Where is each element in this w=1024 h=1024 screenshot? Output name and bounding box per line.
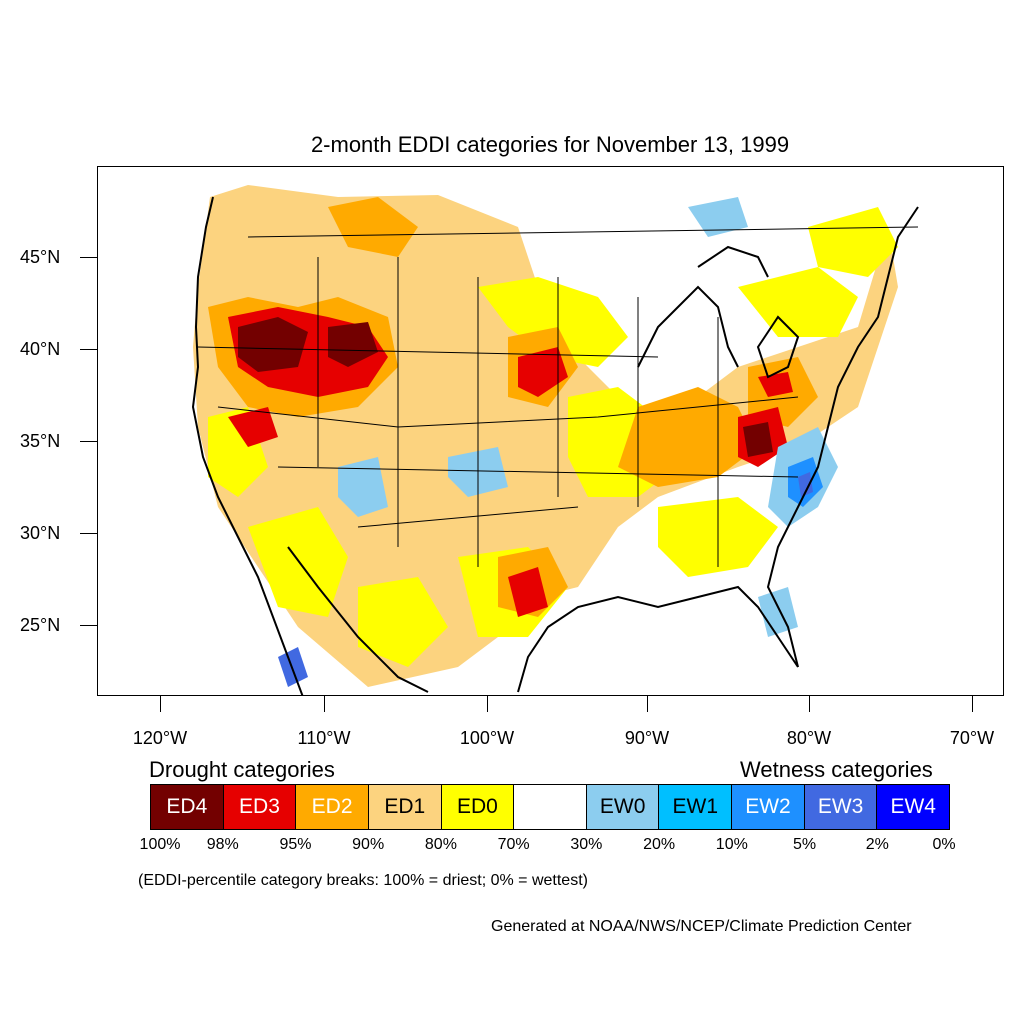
percent-label: 100%	[139, 836, 181, 853]
lon-label-100: 100°W	[459, 728, 515, 748]
drought-heading: Drought categories	[149, 757, 335, 782]
percent-label: 0%	[932, 836, 956, 853]
percent-label: 20%	[643, 836, 676, 853]
legend-box-ed0: ED0	[441, 785, 515, 829]
lat-tick	[80, 533, 97, 534]
lat-tick	[80, 257, 97, 258]
lon-label-90: 90°W	[624, 728, 670, 748]
percent-label: 30%	[570, 836, 603, 853]
legend-colorbar: ED4 ED3 ED2 ED1 ED0 EW0 EW1 EW2 EW3 EW4	[150, 784, 950, 830]
legend-box-neutral	[514, 785, 587, 829]
state-borders	[197, 226, 919, 567]
legend-box-ed3: ED3	[223, 785, 297, 829]
lat-tick	[80, 441, 97, 442]
lon-label-80: 80°W	[786, 728, 832, 748]
lat-label-25: 25°N	[20, 615, 61, 635]
legend-box-ed4: ED4	[151, 785, 224, 829]
legend-box-ew1: EW1	[659, 785, 733, 829]
lon-tick	[160, 696, 161, 712]
category-note: (EDDI-percentile category breaks: 100% =…	[138, 872, 588, 889]
lon-label-110: 110°W	[297, 728, 351, 748]
legend-box-ew2: EW2	[732, 785, 805, 829]
lon-label-70: 70°W	[949, 728, 995, 748]
map-title: 2-month EDDI categories for November 13,…	[310, 132, 790, 157]
legend-box-ed2: ED2	[296, 785, 369, 829]
lat-tick	[80, 625, 97, 626]
lat-label-40: 40°N	[20, 339, 61, 359]
lat-label-45: 45°N	[20, 247, 61, 267]
lat-tick	[80, 349, 97, 350]
percent-label: 95%	[279, 836, 312, 853]
lat-label-30: 30°N	[20, 523, 61, 543]
percent-label: 98%	[206, 836, 239, 853]
lat-label-35: 35°N	[20, 431, 61, 451]
legend-box-ew3: EW3	[804, 785, 878, 829]
percent-label: 10%	[715, 836, 748, 853]
legend-box-ed1: ED1	[368, 785, 442, 829]
lon-tick	[487, 696, 488, 712]
coastline	[191, 196, 919, 695]
lon-label-120: 120°W	[132, 728, 188, 748]
legend-box-ew4: EW4	[877, 785, 950, 829]
eddi-map	[191, 185, 919, 695]
percent-label: 2%	[865, 836, 889, 853]
lon-tick	[972, 696, 973, 712]
percent-label: 5%	[792, 836, 817, 853]
ew-region	[278, 197, 838, 687]
credit-text: Generated at NOAA/NWS/NCEP/Climate Predi…	[491, 918, 912, 935]
lon-tick	[647, 696, 648, 712]
lon-tick	[324, 696, 325, 712]
legend-box-ew0: EW0	[586, 785, 660, 829]
wetness-heading: Wetness categories	[740, 757, 933, 782]
percent-label: 90%	[352, 836, 385, 853]
lon-tick	[809, 696, 810, 712]
ed0-region	[208, 207, 898, 667]
ed4-region	[238, 317, 773, 457]
percent-label: 80%	[424, 836, 457, 853]
percent-label: 70%	[497, 836, 530, 853]
map-panel	[97, 166, 1004, 696]
